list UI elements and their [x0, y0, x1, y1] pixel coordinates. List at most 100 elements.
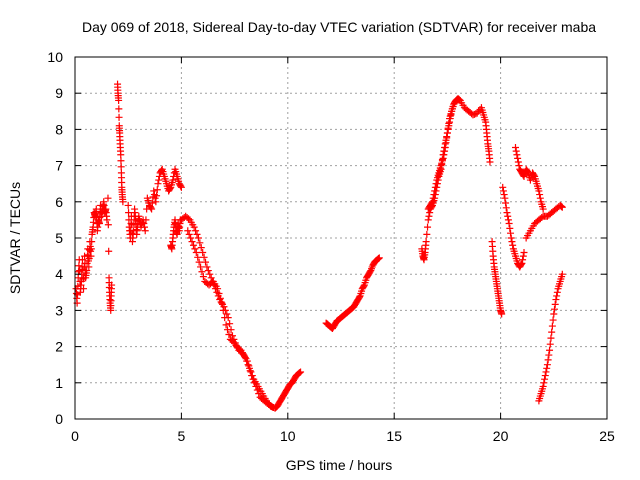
data-point	[504, 212, 512, 220]
data-point	[507, 234, 515, 242]
data-point	[512, 147, 520, 155]
data-point	[190, 223, 198, 231]
data-point	[249, 375, 257, 383]
y-tick-label: 9	[55, 85, 63, 101]
data-point	[147, 204, 155, 212]
data-point	[142, 216, 150, 224]
data-point	[548, 322, 556, 330]
data-point	[78, 256, 86, 264]
data-point	[545, 351, 553, 359]
data-point	[501, 194, 509, 202]
data-point	[447, 111, 455, 119]
data-point	[425, 212, 433, 220]
data-point	[140, 220, 148, 228]
data-point	[375, 255, 383, 263]
data-point	[119, 198, 127, 206]
data-point	[226, 320, 234, 328]
data-point	[539, 205, 547, 213]
data-point	[524, 168, 532, 176]
data-point	[557, 202, 565, 210]
data-point	[519, 256, 527, 264]
data-point	[558, 270, 566, 278]
data-point	[366, 268, 374, 276]
data-point	[117, 151, 125, 159]
data-point	[124, 201, 132, 209]
data-point	[195, 258, 203, 266]
data-point	[117, 163, 125, 171]
data-point	[199, 273, 207, 281]
data-point	[197, 244, 205, 252]
data-point	[153, 192, 161, 200]
data-point	[80, 285, 88, 293]
data-point	[103, 216, 111, 224]
data-point	[204, 267, 212, 275]
data-point	[184, 227, 192, 235]
data-point	[423, 230, 431, 238]
chart-title: Day 069 of 2018, Sidereal Day-to-day VTE…	[82, 19, 596, 35]
data-point	[360, 282, 368, 290]
data-point	[455, 95, 463, 103]
y-tick-label: 7	[55, 158, 63, 174]
data-point	[429, 198, 437, 206]
data-point	[552, 296, 560, 304]
data-point	[509, 241, 517, 249]
data-point	[500, 191, 508, 199]
data-point	[222, 321, 230, 329]
data-point	[546, 346, 554, 354]
data-point	[223, 310, 231, 318]
data-point	[247, 368, 255, 376]
data-point	[148, 205, 156, 213]
data-point	[543, 364, 551, 372]
y-axis-label: SDTVAR / TECUs	[7, 182, 23, 294]
data-point	[216, 294, 224, 302]
data-point	[198, 268, 206, 276]
data-point	[148, 199, 156, 207]
data-point	[446, 118, 454, 126]
data-point	[199, 248, 207, 256]
data-point	[155, 176, 163, 184]
data-point	[441, 144, 449, 151]
data-point	[535, 187, 543, 195]
data-point	[536, 194, 544, 202]
data-point	[431, 183, 439, 191]
data-point	[355, 293, 363, 301]
y-tick-label: 10	[47, 49, 63, 65]
data-point	[95, 220, 103, 228]
data-point	[514, 158, 522, 166]
data-series	[72, 80, 566, 412]
data-point	[374, 255, 382, 263]
data-point	[115, 105, 123, 113]
data-point	[431, 187, 439, 195]
data-point	[550, 310, 558, 318]
data-point	[443, 129, 451, 137]
data-point	[243, 357, 251, 365]
data-point	[228, 332, 236, 340]
x-axis-label: GPS time / hours	[286, 457, 393, 473]
data-point	[441, 147, 449, 155]
data-point	[221, 314, 229, 322]
data-point	[105, 247, 113, 255]
y-tick-label: 8	[55, 121, 63, 137]
data-point	[558, 203, 566, 211]
data-point	[517, 261, 525, 269]
data-point	[104, 221, 112, 229]
data-point	[125, 216, 133, 224]
data-point	[241, 353, 249, 361]
y-tick-label: 0	[55, 411, 63, 427]
data-point	[540, 379, 548, 387]
data-point	[197, 263, 205, 271]
data-point	[432, 180, 440, 188]
data-point	[543, 361, 551, 369]
data-point	[252, 382, 260, 390]
y-tick-label: 1	[55, 375, 63, 391]
data-point	[224, 326, 232, 334]
data-point	[185, 230, 193, 238]
data-point	[220, 303, 228, 311]
data-point	[515, 162, 523, 170]
data-point	[296, 369, 304, 377]
data-point	[248, 372, 256, 380]
data-point	[196, 239, 204, 247]
data-point	[192, 248, 200, 256]
data-point	[83, 267, 91, 275]
